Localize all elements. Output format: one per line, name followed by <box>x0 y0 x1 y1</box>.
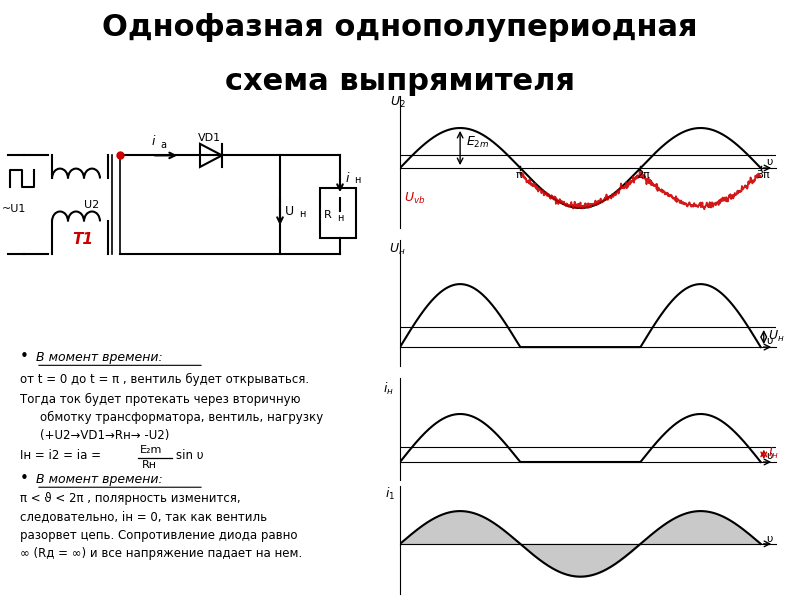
Text: от t = 0 до t = π , вентиль будет открываться.: от t = 0 до t = π , вентиль будет открыв… <box>20 373 309 386</box>
Text: υ: υ <box>766 157 773 167</box>
Text: ∞ (Rд = ∞) и все напряжение падает на нем.: ∞ (Rд = ∞) и все напряжение падает на не… <box>20 547 302 560</box>
Text: i: i <box>346 172 350 185</box>
Text: В момент времени:: В момент времени: <box>36 350 162 364</box>
Bar <box>320 188 356 238</box>
Text: Тогда ток будет протекать через вторичную: Тогда ток будет протекать через вторичну… <box>20 393 301 406</box>
Text: схема выпрямителя: схема выпрямителя <box>225 67 575 95</box>
Text: υ: υ <box>766 336 773 346</box>
Text: (+U2→VD1→Rн→ -U2): (+U2→VD1→Rн→ -U2) <box>40 430 170 442</box>
Text: •: • <box>20 349 29 364</box>
Text: $i_1$: $i_1$ <box>385 485 395 502</box>
Text: υ: υ <box>766 534 773 544</box>
Text: U2: U2 <box>84 200 99 210</box>
Text: •: • <box>20 470 29 485</box>
Text: обмотку трансформатора, вентиль, нагрузку: обмотку трансформатора, вентиль, нагрузк… <box>40 411 323 424</box>
Text: следовательно, iн = 0, так как вентиль: следовательно, iн = 0, так как вентиль <box>20 511 267 523</box>
Text: $U_{vb}$: $U_{vb}$ <box>404 191 426 206</box>
Text: н: н <box>299 209 306 220</box>
Text: $i_н$: $i_н$ <box>382 381 394 397</box>
Text: $I_н$: $I_н$ <box>767 446 778 461</box>
Text: T1: T1 <box>72 232 93 247</box>
Text: $U_н$: $U_н$ <box>767 329 784 344</box>
Text: ~U1: ~U1 <box>2 203 26 214</box>
Text: разорвет цепь. Сопротивление диода равно: разорвет цепь. Сопротивление диода равно <box>20 529 298 542</box>
Text: 2π: 2π <box>636 170 650 180</box>
Text: π < ϑ < 2π , полярность изменится,: π < ϑ < 2π , полярность изменится, <box>20 492 241 505</box>
Text: i: i <box>152 136 155 148</box>
Text: sin υ: sin υ <box>176 449 203 462</box>
Text: $U_н$: $U_н$ <box>389 242 405 257</box>
Text: н: н <box>337 213 343 223</box>
Text: н: н <box>354 175 360 185</box>
Text: υ: υ <box>766 451 773 461</box>
Text: $E_{2m}$: $E_{2m}$ <box>466 135 489 150</box>
Text: a: a <box>160 140 166 150</box>
Text: U: U <box>285 205 294 218</box>
Text: $U_2$: $U_2$ <box>390 95 406 110</box>
Text: R: R <box>324 210 332 220</box>
Text: Rн: Rн <box>142 460 157 470</box>
Text: VD1: VD1 <box>198 133 221 143</box>
Text: В момент времени:: В момент времени: <box>36 473 162 485</box>
Text: Однофазная однополупериодная: Однофазная однополупериодная <box>102 13 698 41</box>
Text: π: π <box>516 170 522 180</box>
Text: Iн = i2 = ia =: Iн = i2 = ia = <box>20 449 101 462</box>
Text: 3π: 3π <box>756 170 770 180</box>
Text: E₂m: E₂m <box>140 445 162 455</box>
